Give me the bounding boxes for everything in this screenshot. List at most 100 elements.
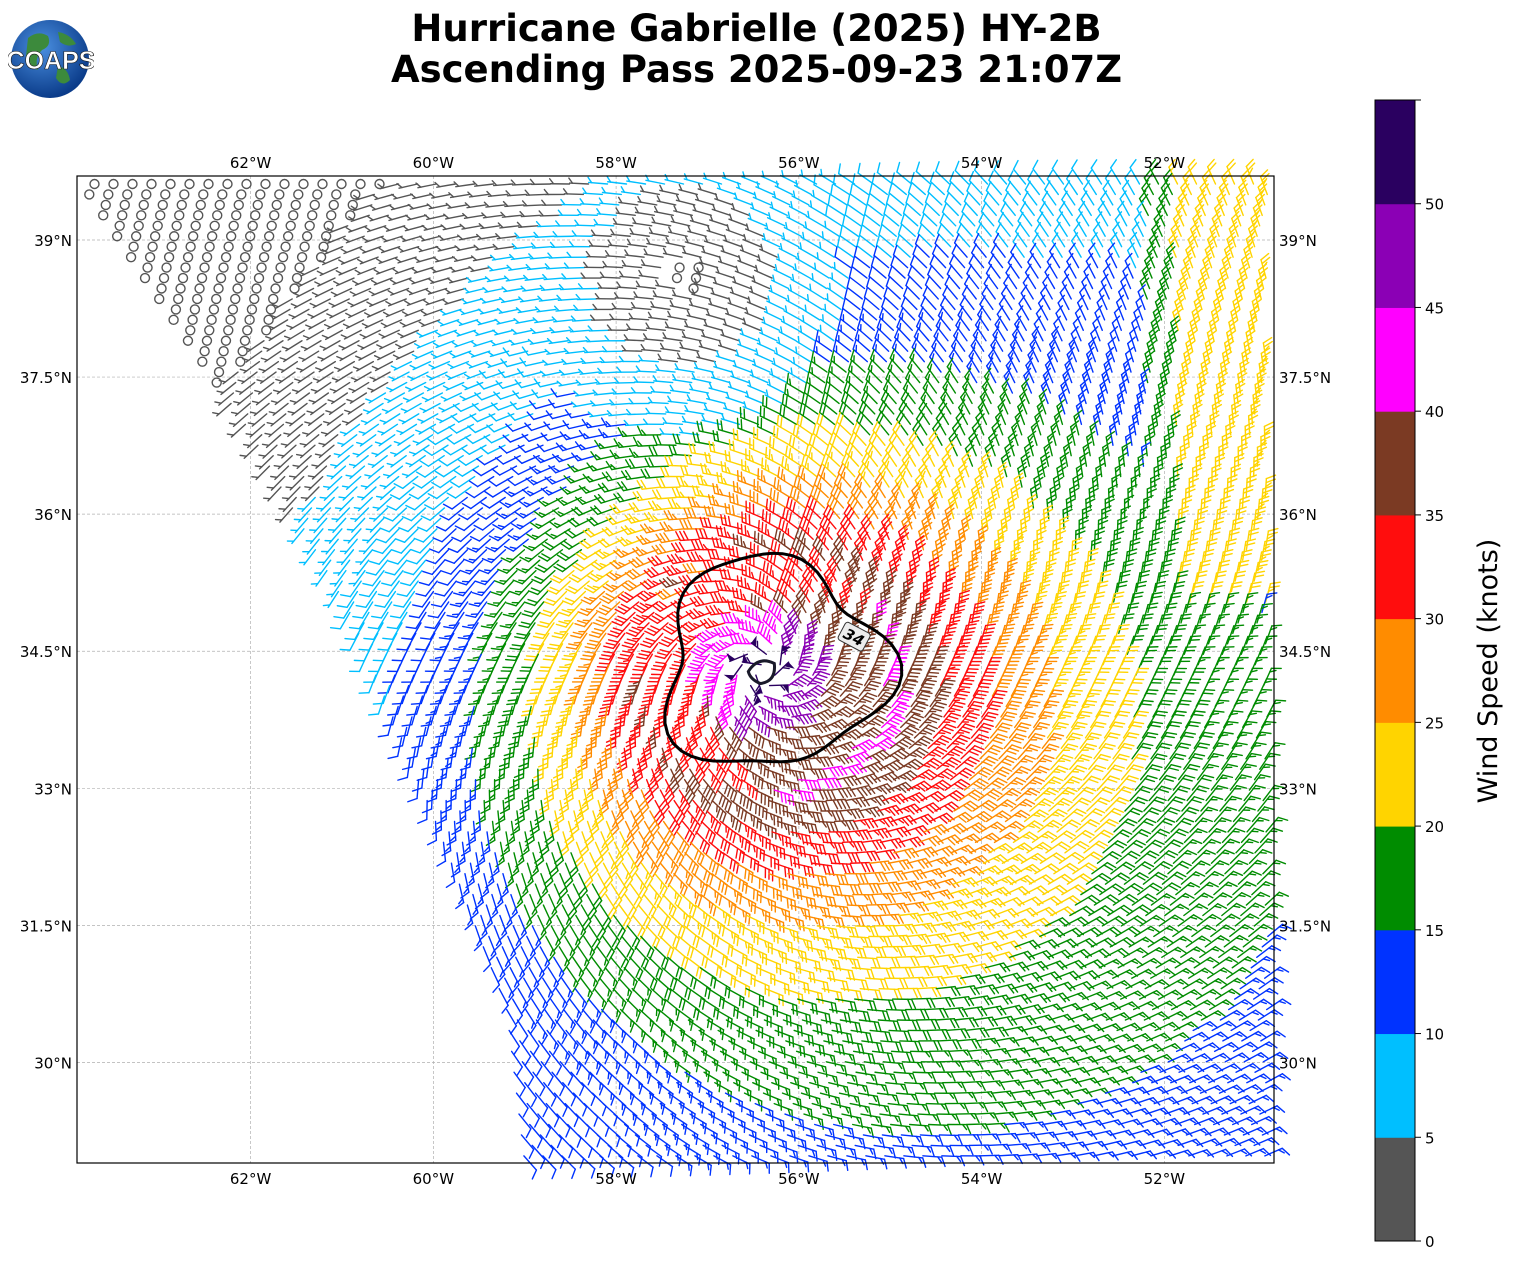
wind-barb (507, 935, 517, 962)
wind-barb (331, 371, 353, 383)
wind-barb (413, 256, 436, 264)
wind-barb (411, 266, 434, 274)
wind-barb (456, 319, 479, 326)
wind-barb (890, 1050, 915, 1063)
wind-barb (1046, 430, 1057, 457)
wind-barb (551, 622, 574, 639)
wind-barb (683, 925, 700, 949)
wind-barb (1099, 807, 1125, 823)
wind-barb (1261, 1126, 1288, 1136)
wind-barb (869, 183, 886, 206)
wind-barb (549, 241, 572, 249)
wind-barb (1180, 263, 1191, 290)
wind-barb (1264, 1147, 1291, 1157)
wind-barb (580, 643, 602, 661)
calm-circle (265, 304, 277, 315)
wind-barb (416, 329, 438, 338)
wind-barb (1183, 753, 1206, 770)
wind-barb (296, 360, 318, 373)
wind-barb (403, 559, 427, 576)
calm-circle (233, 199, 244, 211)
wind-barb (563, 347, 586, 355)
wind-barb (1131, 221, 1142, 248)
wind-barb (1049, 336, 1059, 363)
wind-barb (895, 1092, 920, 1105)
wind-barb (1188, 892, 1214, 906)
wind-barb (617, 196, 639, 206)
wind-barb (473, 925, 483, 952)
wind-barb (289, 392, 311, 405)
calm-circle (168, 314, 179, 326)
wind-barb (640, 343, 662, 352)
calm-circle (263, 231, 275, 242)
wind-barb (1036, 580, 1051, 603)
wind-barb (625, 175, 647, 185)
wind-barb (501, 286, 524, 293)
wind-barb (737, 617, 759, 635)
calm-circle (216, 356, 227, 367)
wind-barb (1245, 231, 1256, 258)
wind-barb (1153, 850, 1179, 864)
calm-circle (312, 189, 323, 200)
wind-barb (316, 266, 339, 277)
wind-barb (753, 426, 772, 446)
wind-barb (696, 351, 717, 363)
wind-barb (598, 643, 621, 661)
wind-barb (638, 354, 660, 363)
wind-barb (372, 193, 394, 201)
wind-barb (1119, 190, 1130, 217)
wind-barb (678, 183, 698, 196)
wind-barb (483, 434, 510, 444)
wind-barb (453, 181, 476, 188)
wind-barb (799, 403, 817, 426)
wind-barb (929, 254, 944, 279)
wind-barb (1056, 211, 1068, 237)
wind-barb (830, 350, 847, 373)
wind-barb (705, 604, 731, 616)
wind-barb (604, 250, 626, 258)
wind-barb (520, 1134, 535, 1159)
wind-barb (270, 465, 290, 481)
wind-barb (307, 465, 328, 480)
wind-barb (837, 318, 854, 342)
wind-barb (582, 346, 605, 354)
wind-barb (452, 402, 479, 412)
wind-barb (553, 1092, 568, 1117)
wind-barb (1021, 378, 1030, 405)
wind-barb (1207, 581, 1224, 603)
wind-barb (437, 319, 460, 327)
wind-barb (420, 664, 439, 683)
wind-barb (1132, 818, 1157, 833)
wind-barb (1058, 201, 1071, 227)
wind-barb (1224, 784, 1248, 802)
wind-barb (1007, 346, 1018, 373)
wind-barb (651, 600, 678, 612)
wind-barb (1230, 570, 1246, 593)
wind-barb (1147, 591, 1163, 614)
wind-barb (373, 266, 396, 275)
wind-barb (1122, 263, 1132, 290)
wind-barb (525, 684, 543, 706)
wind-barb (1014, 711, 1036, 729)
wind-barb (434, 674, 453, 694)
wind-barb (729, 633, 754, 645)
calm-circle (374, 178, 385, 190)
calm-circle (117, 210, 128, 221)
wind-barb (388, 371, 410, 382)
wind-barb (502, 601, 526, 618)
calm-circle (127, 178, 138, 190)
wind-barb (1085, 252, 1096, 279)
wind-barb (1185, 242, 1195, 269)
calm-circle (125, 251, 137, 263)
wind-barb (717, 255, 738, 269)
colorbar-bin (1375, 1137, 1415, 1242)
wind-barb (562, 188, 584, 196)
wind-barb (463, 695, 481, 717)
wind-barb (1250, 210, 1261, 237)
wind-barb (797, 242, 816, 258)
wind-barb (1194, 613, 1211, 635)
wind-barb (791, 597, 803, 624)
wind-barb (415, 580, 438, 597)
wind-barb (1244, 421, 1255, 446)
wind-barb (739, 406, 760, 426)
